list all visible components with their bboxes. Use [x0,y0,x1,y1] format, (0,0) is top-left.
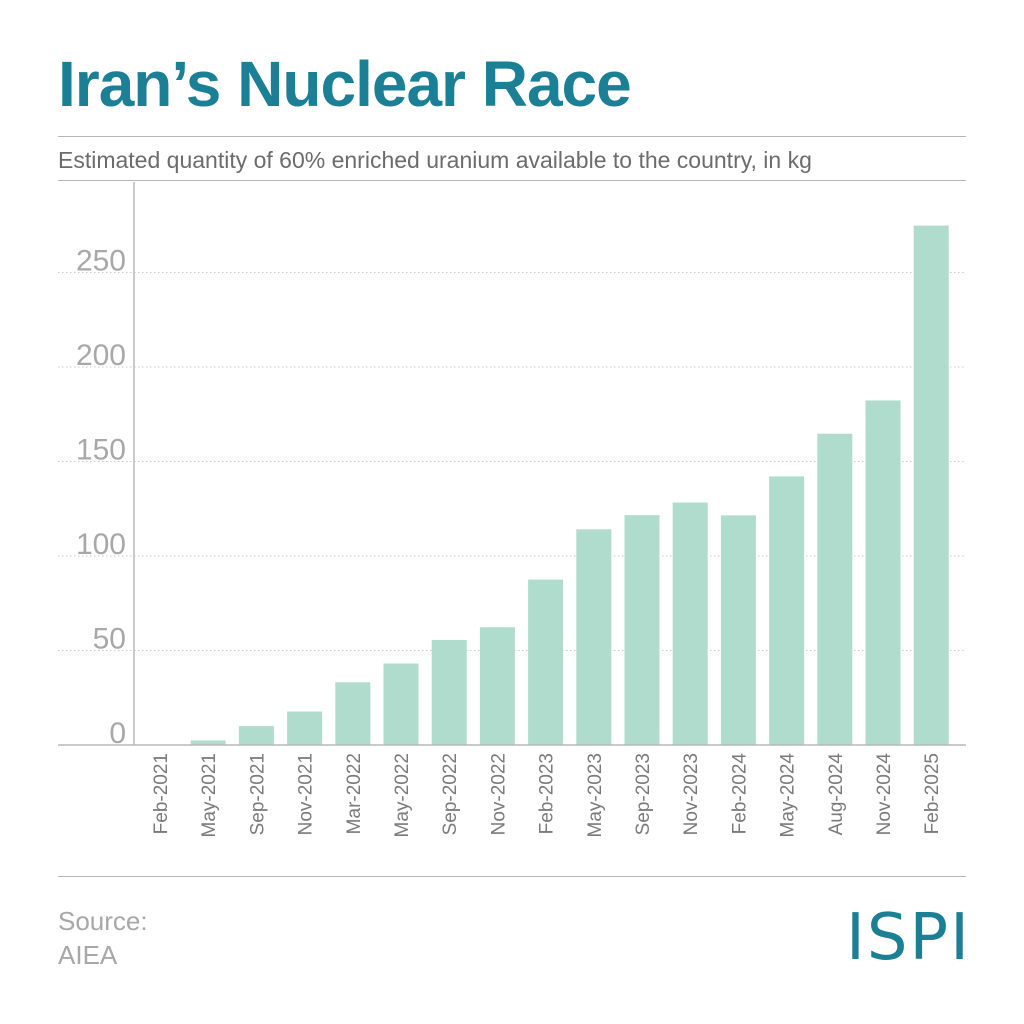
bar-nov-2021 [287,711,323,745]
bar-may-2021 [190,740,226,745]
chart-subtitle: Estimated quantity of 60% enriched urani… [58,147,812,173]
y-tick-label: 200 [76,339,126,372]
x-tick-label: Aug-2024 [826,753,847,836]
x-tick-label: Mar-2022 [344,753,365,834]
title-divider [58,136,966,137]
x-tick-label: Sep-2022 [440,753,461,835]
source-name: AIEA [58,940,118,970]
bar-feb-2025 [913,225,949,746]
bar-aug-2024 [817,433,853,745]
bar-may-2024 [769,476,805,745]
x-tick-label: May-2024 [778,753,799,838]
x-tick-labels: Feb-2021 May-2021 Sep-2021 Nov-2021 Mar-2022… [151,753,943,838]
bar-sep-2023 [624,515,660,745]
y-tick-label: 150 [76,434,126,467]
bar-may-2022 [383,663,419,745]
subtitle-divider [58,180,966,181]
bar-sep-2022 [431,639,467,745]
y-tick-label: 0 [109,717,126,750]
y-tick-label: 50 [93,623,126,656]
bar-feb-2023 [528,579,564,745]
y-tick-labels: 0 50 100 150 200 250 [76,245,126,751]
bar-mar-2022 [335,682,371,745]
x-tick-label: Nov-2021 [296,753,317,835]
x-tick-label: Sep-2023 [633,753,654,835]
bar-feb-2024 [720,515,756,745]
bar-sep-2021 [238,726,274,745]
gridlines [58,272,966,651]
bar-nov-2022 [479,627,515,745]
x-tick-label: May-2021 [199,753,220,838]
x-tick-label: Nov-2023 [681,753,702,835]
x-tick-label: Feb-2021 [151,753,172,834]
ispi-logo: ISPI [846,901,971,975]
x-tick-label: May-2023 [585,753,606,838]
footer-divider [58,876,966,877]
source-note: Source: AIEA [58,904,148,972]
x-tick-label: Feb-2024 [729,753,750,835]
y-tick-label: 250 [76,245,126,278]
source-label: Source: [58,906,148,936]
page-title: Iran’s Nuclear Race [58,48,632,120]
x-tick-label: Feb-2025 [922,753,943,834]
bar-nov-2023 [672,502,708,745]
bar-may-2023 [576,529,612,745]
x-tick-label: Sep-2021 [247,753,268,835]
bars [142,225,949,746]
y-tick-label: 100 [76,528,126,561]
x-tick-label: May-2022 [392,753,413,838]
bar-nov-2024 [865,400,901,745]
x-tick-label: Nov-2022 [488,753,509,835]
x-tick-label: Feb-2023 [537,753,558,834]
x-tick-label: Nov-2024 [874,753,895,836]
